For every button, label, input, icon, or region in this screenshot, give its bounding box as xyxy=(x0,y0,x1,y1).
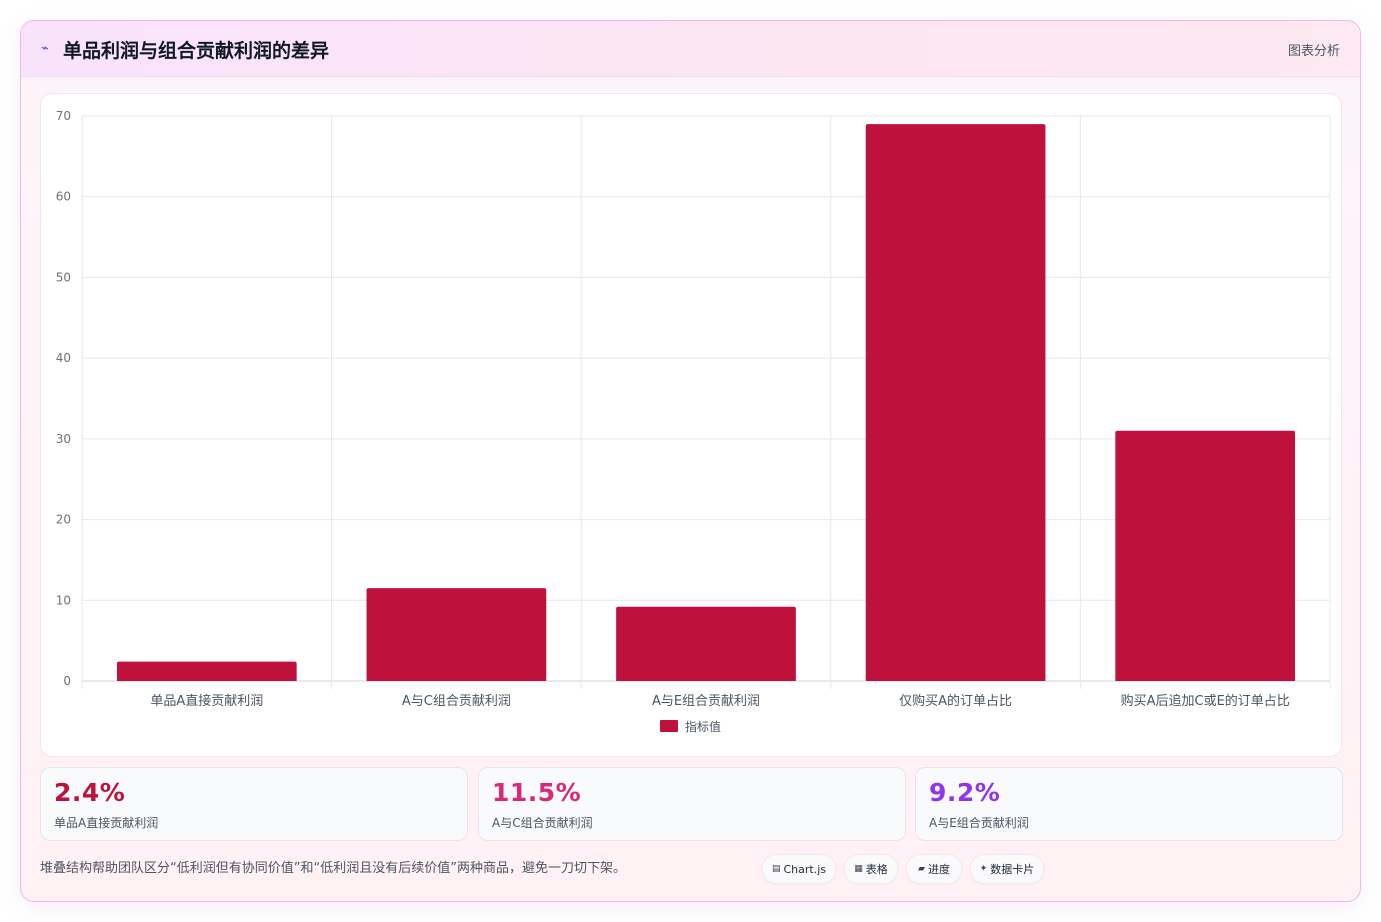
y-tick-label: 50 xyxy=(56,270,71,284)
y-tick-label: 70 xyxy=(56,109,71,123)
footnote: 堆叠结构帮助团队区分“低利润但有协同价值”和“低利润且没有后续价值”两种商品，避… xyxy=(40,861,626,876)
x-tick-label: A与C组合贡献利润 xyxy=(402,694,511,709)
y-tick-label: 60 xyxy=(56,190,71,204)
x-tick-label: 购买A后追加C或E的订单占比 xyxy=(1121,693,1290,709)
card-icon: ✦ xyxy=(979,864,988,874)
pill-progress[interactable]: ▰ 进度 xyxy=(906,854,962,884)
pill-table[interactable]: ▦ 表格 xyxy=(844,854,898,884)
kpi-label: A与E组合贡献利润 xyxy=(929,816,1029,830)
y-tick-label: 10 xyxy=(56,593,71,607)
bar xyxy=(616,606,796,681)
pill-label: 数据卡片 xyxy=(990,863,1035,876)
y-tick-label: 0 xyxy=(63,674,71,688)
pill-label: 表格 xyxy=(865,863,888,876)
pill-label: 进度 xyxy=(927,863,950,876)
kpi-value: 9.2% xyxy=(929,778,1001,807)
chart-panel: 0 10 20 30 40 50 60 70 单品A直接贡献利润 A与C组合贡献利润 A与E组合贡献… xyxy=(40,93,1342,757)
chart-line-icon: ⌁ xyxy=(41,41,49,56)
chart-card: ⌁ 单品利润与组合贡献利润的差异 图表分析 0 10 20 30 40 50 60 70 单品A… xyxy=(20,20,1361,902)
legend-swatch xyxy=(660,720,678,732)
bar xyxy=(865,124,1046,682)
chart-analysis-link[interactable]: 图表分析 xyxy=(1287,44,1340,59)
bar xyxy=(366,588,547,681)
x-tick-label: 仅购买A的订单占比 xyxy=(899,693,1012,709)
kpi-label: 单品A直接贡献利润 xyxy=(54,816,159,830)
bar xyxy=(116,661,297,681)
kpi-value: 2.4% xyxy=(54,778,126,807)
kpi-card-a-e-combo: 9.2% A与E组合贡献利润 xyxy=(915,767,1343,841)
table-icon: ▦ xyxy=(854,864,863,874)
x-tick-label: 单品A直接贡献利润 xyxy=(150,693,263,709)
kpi-card-a-c-combo: 11.5% A与C组合贡献利润 xyxy=(478,767,906,841)
legend-label: 指标值 xyxy=(685,719,721,734)
bar xyxy=(1115,430,1296,681)
x-tick-label: A与E组合贡献利润 xyxy=(652,694,760,709)
bar-chart: 0 10 20 30 40 50 60 70 单品A直接贡献利润 A与C组合贡献利润 A与E组合贡献… xyxy=(56,109,1331,734)
y-tick-label: 20 xyxy=(56,513,71,527)
page-title: 单品利润与组合贡献利润的差异 xyxy=(63,40,330,62)
pill-chartjs[interactable]: ▤ Chart.js xyxy=(762,854,836,884)
y-tick-label: 40 xyxy=(56,351,71,365)
chart-icon: ▤ xyxy=(771,864,781,874)
y-tick-label: 30 xyxy=(56,432,71,446)
kpi-value: 11.5% xyxy=(492,778,582,807)
kpi-label: A与C组合贡献利润 xyxy=(492,816,593,830)
kpi-card-a-direct: 2.4% 单品A直接贡献利润 xyxy=(40,767,468,841)
pill-label: Chart.js xyxy=(783,862,827,876)
card-header: ⌁ 单品利润与组合贡献利润的差异 图表分析 xyxy=(21,21,1360,77)
pill-data-card[interactable]: ✦ 数据卡片 xyxy=(970,854,1044,884)
progress-icon: ▰ xyxy=(918,864,925,874)
